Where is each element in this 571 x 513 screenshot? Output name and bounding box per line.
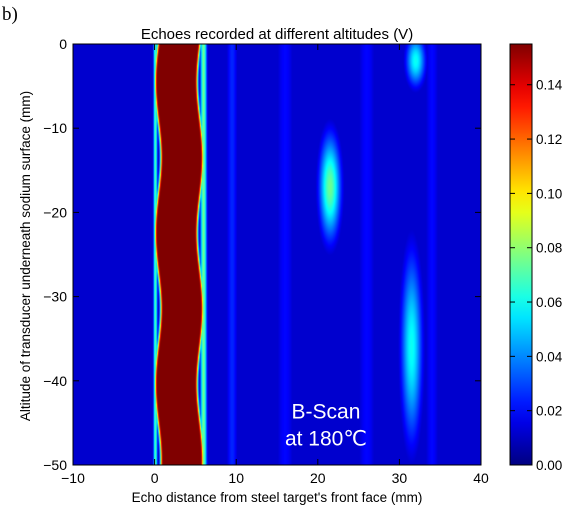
x-axis-label: Echo distance from steel target's front … (132, 490, 423, 505)
colorbar-tick-label: 0.14 (536, 78, 563, 93)
y-tick-label: −10 (43, 120, 67, 136)
x-tick-label: 40 (473, 470, 489, 486)
colorbar-scale (509, 43, 533, 466)
colorbar-tick-label: 0.00 (536, 458, 562, 473)
plot-area (72, 43, 482, 466)
colorbar-tick-label: 0.04 (536, 349, 563, 364)
colorbar-tick-label: 0.12 (536, 132, 562, 147)
colorbar-tick-label: 0.10 (536, 186, 562, 201)
plot-frame (72, 43, 482, 466)
y-axis-label: Altitude of transducer underneath sodium… (18, 91, 33, 421)
y-tick-label: −30 (43, 289, 67, 305)
annotation-line: B-Scan (292, 401, 361, 424)
x-tick-label: 20 (310, 470, 326, 486)
y-tick-label: 0 (59, 36, 67, 52)
y-tick-label: −40 (43, 373, 67, 389)
x-tick-label: 30 (392, 470, 408, 486)
colorbar-tick-label: 0.02 (536, 404, 562, 419)
y-tick-label: −20 (43, 204, 67, 220)
panel-label: b) (2, 4, 18, 25)
heatmap-image (73, 44, 481, 465)
scan-annotation: B-Scan at 180℃ (285, 401, 367, 451)
annotation-line: at 180℃ (285, 428, 367, 451)
y-axis: 0 −10 −20 −30 −40 −50 (43, 36, 481, 473)
x-axis: −10 0 10 20 30 40 (61, 44, 489, 486)
colorbar-tick-label: 0.08 (536, 241, 562, 256)
colorbar: 0.00 0.02 0.04 0.06 0.08 0.10 0.12 0.14 (509, 43, 563, 473)
x-tick-label: 10 (228, 470, 244, 486)
x-tick-label: −10 (61, 470, 85, 486)
y-tick-label: −50 (43, 457, 67, 473)
chart-title: Echoes recorded at different altitudes (… (141, 26, 413, 43)
colorbar-tick-label: 0.06 (536, 295, 562, 310)
x-tick-label: 0 (151, 470, 159, 486)
